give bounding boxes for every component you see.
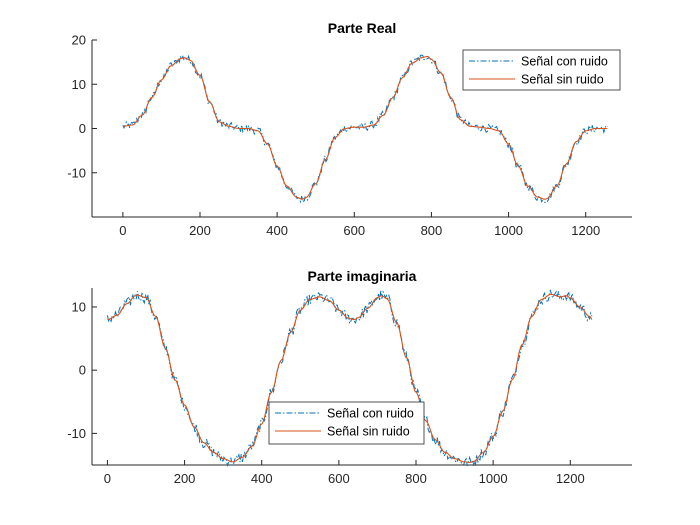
y-tick-label: 20 — [72, 33, 86, 48]
legend-label: Señal con ruido — [521, 55, 608, 69]
legend-box — [462, 49, 621, 91]
chart-title: Parte Real — [328, 20, 396, 36]
x-tick-label: 400 — [266, 223, 288, 238]
y-tick-label: 10 — [72, 299, 86, 314]
legend: Señal con ruido Señal sin ruido — [268, 401, 425, 445]
x-tick-label: 600 — [343, 223, 365, 238]
legend-box — [268, 401, 425, 445]
x-tick-label: 0 — [104, 471, 111, 486]
x-tick-label: 1200 — [556, 471, 585, 486]
legend-label: Señal sin ruido — [521, 73, 604, 87]
x-tick-label: 800 — [405, 471, 427, 486]
x-tick-label: 200 — [174, 471, 196, 486]
chart-parte-real: Parte Real 0 200 400 600 800 1000 1200 -10 0 10 20 S… — [67, 20, 632, 238]
legend: Señal con ruido Señal sin ruido — [462, 49, 621, 91]
legend-label: Señal con ruido — [327, 407, 414, 421]
series-line-sin-ruido — [122, 55, 608, 200]
chart-parte-imaginaria: Parte imaginaria 0 200 400 600 800 1000 1200 -10… — [67, 268, 632, 486]
x-tick-label: 1200 — [571, 223, 600, 238]
legend-label: Señal sin ruido — [327, 425, 410, 439]
y-tick-label: -10 — [67, 165, 86, 180]
y-tick-label: -10 — [67, 426, 86, 441]
series-line-con-ruido — [122, 54, 608, 204]
x-tick-label: 1000 — [494, 223, 523, 238]
x-tick-label: 200 — [189, 223, 211, 238]
x-tick-label: 0 — [119, 223, 126, 238]
x-tick-label: 600 — [328, 471, 350, 486]
chart-title: Parte imaginaria — [308, 268, 417, 284]
y-tick-label: 10 — [72, 77, 86, 92]
x-tick-label: 400 — [251, 471, 273, 486]
x-tick-label: 800 — [421, 223, 443, 238]
y-tick-label: 0 — [79, 363, 86, 378]
y-tick-label: 0 — [79, 121, 86, 136]
x-tick-label: 1000 — [479, 471, 508, 486]
series-line-sin-ruido — [107, 293, 593, 463]
